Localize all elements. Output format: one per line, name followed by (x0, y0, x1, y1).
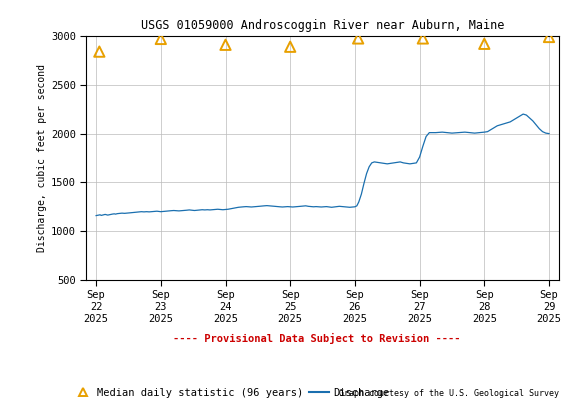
Point (544, 34, 554, 40)
Point (94, 48, 104, 55)
Legend: Median daily statistic (96 years), Discharge: Median daily statistic (96 years), Disch… (68, 383, 394, 400)
Point (480, 41, 489, 47)
Text: Graph courtesy of the U.S. Geological Survey: Graph courtesy of the U.S. Geological Su… (339, 389, 559, 398)
Point (286, 44, 295, 50)
Point (354, 35, 363, 42)
Point (156, 36, 165, 42)
Title: USGS 01059000 Androscoggin River near Auburn, Maine: USGS 01059000 Androscoggin River near Au… (141, 19, 504, 32)
Point (418, 35, 427, 42)
Y-axis label: Discharge, cubic feet per second: Discharge, cubic feet per second (37, 64, 47, 252)
Text: ---- Provisional Data Subject to Revision ----: ---- Provisional Data Subject to Revisio… (173, 332, 461, 344)
Point (221, 42, 230, 48)
